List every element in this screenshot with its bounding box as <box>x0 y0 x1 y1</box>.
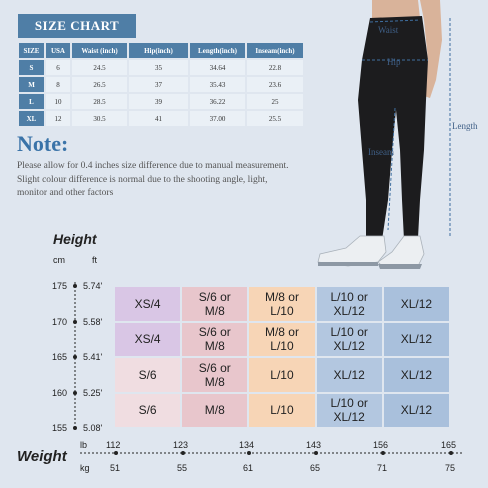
length-cell: 35.43 <box>190 77 245 92</box>
height-tick-cm: 160 <box>52 388 68 398</box>
weight-tick-kg: 61 <box>243 463 254 473</box>
size-grid-cell: M/8 <box>182 393 248 427</box>
inseam-cell: 25.5 <box>247 111 303 126</box>
length-cell: 36.22 <box>190 94 245 109</box>
header-length: Length(inch) <box>190 43 245 58</box>
size-cell: S <box>19 60 44 75</box>
size-cell: L <box>19 94 44 109</box>
inseam-cell: 25 <box>247 94 303 109</box>
height-tick-ft: 5.25' <box>83 388 103 398</box>
hip-cell: 39 <box>129 94 188 109</box>
table-row: XL 12 30.5 41 37.00 25.5 <box>19 111 303 126</box>
weight-tick-lb: 156 <box>373 440 389 450</box>
height-tick-cm: 155 <box>52 423 68 433</box>
size-cell: M <box>19 77 44 92</box>
hip-cell: 37 <box>129 77 188 92</box>
model-figure <box>317 0 451 269</box>
size-grid-cell: S/6 <box>115 358 181 392</box>
weight-tick-kg: 55 <box>177 463 188 473</box>
table-row: S 6 24.5 35 34.64 22.8 <box>19 60 303 75</box>
weight-tick-lb: 112 <box>106 440 121 450</box>
height-axis-title: Height <box>53 231 97 247</box>
size-grid-cell: XL/12 <box>383 393 449 427</box>
size-grid-cell: S/6 or M/8 <box>182 358 248 392</box>
weight-tick-kg: 75 <box>445 463 456 473</box>
size-grid-cell: M/8 or L/10 <box>249 322 315 356</box>
size-grid-cell: M/8 or L/10 <box>249 287 315 321</box>
size-grid-cell: L/10 <box>249 358 315 392</box>
weight-tick-lb: 143 <box>306 440 322 450</box>
size-grid-cell: L/10 <box>249 393 315 427</box>
height-tick-cm: 175 <box>52 281 68 291</box>
header-inseam: Inseam(inch) <box>247 43 303 58</box>
length-label: Length <box>452 121 478 131</box>
note-line: Slight colour difference is normal due t… <box>17 174 268 185</box>
weight-tick-lb: 165 <box>441 440 457 450</box>
usa-cell: 10 <box>46 94 70 109</box>
height-unit-ft: ft <box>92 255 98 265</box>
header-size: SIZE <box>19 43 44 58</box>
size-chart-table: SIZE USA Waist (inch) Hip(inch) Length(i… <box>17 41 305 128</box>
size-chart-header-row: SIZE USA Waist (inch) Hip(inch) Length(i… <box>19 43 303 58</box>
note-title: Note: <box>17 131 69 156</box>
size-grid: XS/4 S/6 or M/8 M/8 or L/10 L/10 or XL/12 XL… <box>115 287 451 429</box>
waist-cell: 24.5 <box>72 60 127 75</box>
weight-tick-kg: 51 <box>110 463 121 473</box>
length-cell: 37.00 <box>190 111 245 126</box>
size-grid-cell: XL/12 <box>316 358 382 392</box>
size-grid-cell: XS/4 <box>115 287 181 321</box>
header-hip: Hip(inch) <box>129 43 188 58</box>
header-usa: USA <box>46 43 70 58</box>
header-waist: Waist (inch) <box>72 43 127 58</box>
size-chart-title: SIZE CHART <box>18 14 136 38</box>
waist-cell: 28.5 <box>72 94 127 109</box>
size-grid-cell: XL/12 <box>383 358 449 392</box>
note-line: Please allow for 0.4 inches size differe… <box>17 161 289 171</box>
inseam-cell: 22.8 <box>247 60 303 75</box>
weight-tick-lb: 134 <box>239 440 255 450</box>
hip-cell: 41 <box>129 111 188 126</box>
hip-label: Hip <box>387 57 401 67</box>
inseam-label: Inseam <box>368 147 394 157</box>
waist-label: Waist <box>378 25 399 35</box>
usa-cell: 12 <box>46 111 70 126</box>
note-text: Please allow for 0.4 inches size differe… <box>17 160 337 201</box>
hip-cell: 35 <box>129 60 188 75</box>
weight-axis-title: Weight <box>17 448 67 465</box>
height-tick-cm: 165 <box>52 352 68 362</box>
height-unit-cm: cm <box>53 255 65 265</box>
weight-unit-kg: kg <box>80 463 90 473</box>
size-grid-cell: XL/12 <box>383 287 449 321</box>
size-cell: XL <box>19 111 44 126</box>
weight-tick-lb: 123 <box>173 440 189 450</box>
height-tick-ft: 5.58' <box>83 317 103 327</box>
size-grid-cell: S/6 or M/8 <box>182 322 248 356</box>
size-grid-cell: S/6 or M/8 <box>182 287 248 321</box>
size-grid-cell: XS/4 <box>115 322 181 356</box>
usa-cell: 6 <box>46 60 70 75</box>
size-grid-cell: L/10 or XL/12 <box>316 393 382 427</box>
table-row: M 8 26.5 37 35.43 23.6 <box>19 77 303 92</box>
usa-cell: 8 <box>46 77 70 92</box>
note-line: monitor and other factors <box>17 188 114 198</box>
length-cell: 34.64 <box>190 60 245 75</box>
height-tick-cm: 170 <box>52 317 68 327</box>
weight-tick-kg: 65 <box>310 463 321 473</box>
height-tick-ft: 5.41' <box>83 352 103 362</box>
size-grid-cell: XL/12 <box>383 322 449 356</box>
waist-cell: 26.5 <box>72 77 127 92</box>
size-grid-cell: S/6 <box>115 393 181 427</box>
inseam-cell: 23.6 <box>247 77 303 92</box>
size-grid-cell: L/10 or XL/12 <box>316 322 382 356</box>
height-tick-ft: 5.74' <box>83 281 103 291</box>
weight-tick-kg: 71 <box>377 463 388 473</box>
table-row: L 10 28.5 39 36.22 25 <box>19 94 303 109</box>
weight-unit-lb: lb <box>80 440 88 450</box>
waist-cell: 30.5 <box>72 111 127 126</box>
size-grid-cell: L/10 or XL/12 <box>316 287 382 321</box>
height-tick-ft: 5.08' <box>83 423 103 433</box>
